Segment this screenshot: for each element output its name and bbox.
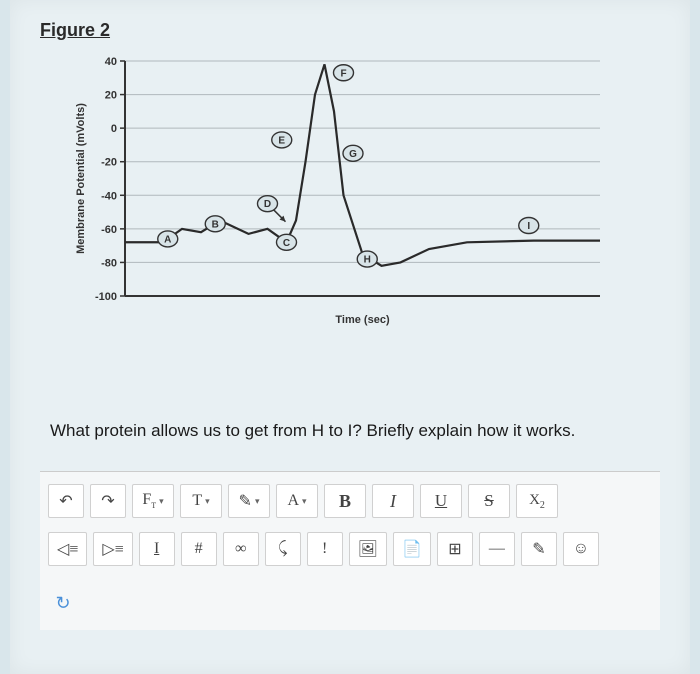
- question-text: What protein allows us to get from H to …: [40, 421, 660, 441]
- svg-text:Membrane Potential (mVolts): Membrane Potential (mVolts): [75, 103, 87, 254]
- toolbar-row-2: ◁≡ ▷≡ I # ∞ ⤹ ! 🖼 📄 ⊞ — ✎ ☺: [48, 532, 652, 566]
- unlink-button[interactable]: ⤹: [265, 532, 301, 566]
- textcolor-button[interactable]: A: [276, 484, 318, 518]
- exclaim-button[interactable]: !: [307, 532, 343, 566]
- hash-button[interactable]: #: [181, 532, 217, 566]
- svg-text:H: H: [364, 255, 371, 266]
- page-container: Figure 2 40 20 0 -20 -40 -60 -80 -100 Membrane P…: [0, 0, 700, 674]
- indent-icon: ▷≡: [102, 539, 123, 559]
- svg-text:-60: -60: [101, 224, 117, 236]
- italic-icon: I: [390, 491, 396, 512]
- link-icon: ∞: [235, 540, 246, 558]
- undo-icon: ↶: [59, 491, 72, 511]
- svg-text:-20: -20: [101, 157, 117, 169]
- font-button[interactable]: FT: [132, 484, 174, 518]
- svg-text:20: 20: [105, 90, 117, 102]
- subscript-button[interactable]: X2: [516, 484, 558, 518]
- svg-text:-100: -100: [95, 291, 117, 303]
- refresh-button[interactable]: ↻: [48, 588, 78, 618]
- link-button[interactable]: ∞: [223, 532, 259, 566]
- editor-toolbar: ↶ ↷ FT T ✎ A B I U S X2 ◁≡ ▷≡ I # ∞ ⤹ ! …: [40, 471, 660, 630]
- svg-text:G: G: [349, 149, 357, 160]
- image-icon: 🖼: [358, 539, 378, 559]
- svg-text:40: 40: [105, 56, 117, 68]
- svg-text:-40: -40: [101, 190, 117, 202]
- svg-text:C: C: [283, 238, 290, 249]
- hr-icon: —: [489, 540, 505, 558]
- inner-page: Figure 2 40 20 0 -20 -40 -60 -80 -100 Membrane P…: [10, 0, 690, 674]
- redo-icon: ↷: [101, 491, 114, 511]
- subscript-icon: X2: [529, 492, 545, 511]
- bold-button[interactable]: B: [324, 484, 366, 518]
- underline-icon: U: [435, 491, 447, 511]
- table-button[interactable]: ⊞: [437, 532, 473, 566]
- bold-icon: B: [339, 491, 351, 512]
- svg-text:0: 0: [111, 123, 117, 135]
- strike-icon: S: [484, 491, 493, 511]
- svg-text:F: F: [340, 68, 346, 79]
- underline-button[interactable]: U: [420, 484, 462, 518]
- emoji-button[interactable]: ☺: [563, 532, 599, 566]
- italic-button[interactable]: I: [372, 484, 414, 518]
- hr-button[interactable]: —: [479, 532, 515, 566]
- svg-text:Time (sec): Time (sec): [335, 314, 390, 326]
- svg-text:E: E: [278, 135, 285, 146]
- outdent-button[interactable]: ◁≡: [48, 532, 87, 566]
- clearfmt-button[interactable]: I: [139, 532, 175, 566]
- paste-icon: 📄: [402, 539, 422, 559]
- hash-icon: #: [195, 540, 203, 558]
- clearfmt-icon: I: [154, 540, 159, 558]
- edit-icon: ✎: [532, 539, 545, 559]
- paste-button[interactable]: 📄: [393, 532, 431, 566]
- redo-button[interactable]: ↷: [90, 484, 126, 518]
- textsize-icon: T: [192, 492, 202, 510]
- figure-title: Figure 2: [40, 20, 660, 41]
- refresh-icon: ↻: [55, 593, 70, 614]
- table-icon: ⊞: [448, 539, 461, 559]
- image-button[interactable]: 🖼: [349, 532, 387, 566]
- toolbar-row-1: ↶ ↷ FT T ✎ A B I U S X2: [48, 484, 652, 518]
- highlight-icon: ✎: [239, 491, 252, 511]
- textcolor-icon: A: [287, 492, 299, 510]
- strike-button[interactable]: S: [468, 484, 510, 518]
- undo-button[interactable]: ↶: [48, 484, 84, 518]
- unlink-icon: ⤹: [278, 540, 288, 558]
- outdent-icon: ◁≡: [57, 539, 78, 559]
- indent-button[interactable]: ▷≡: [93, 532, 132, 566]
- chart-wrap: 40 20 0 -20 -40 -60 -80 -100 Membrane Potential …: [70, 51, 610, 331]
- highlight-button[interactable]: ✎: [228, 484, 270, 518]
- font-icon: FT: [142, 491, 156, 510]
- membrane-potential-chart: 40 20 0 -20 -40 -60 -80 -100 Membrane Potential …: [70, 51, 610, 331]
- exclaim-icon: !: [322, 540, 327, 558]
- svg-text:A: A: [164, 234, 171, 245]
- textsize-button[interactable]: T: [180, 484, 222, 518]
- emoji-icon: ☺: [573, 540, 589, 558]
- svg-text:-80: -80: [101, 257, 117, 269]
- svg-text:B: B: [212, 219, 219, 230]
- svg-text:D: D: [264, 199, 271, 210]
- svg-text:I: I: [527, 221, 530, 232]
- edit-button[interactable]: ✎: [521, 532, 557, 566]
